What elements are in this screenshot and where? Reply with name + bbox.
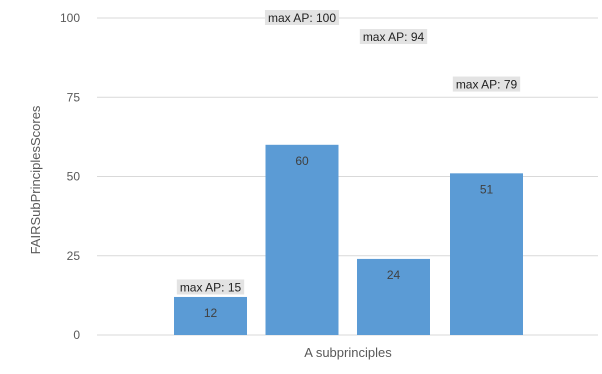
annotation-label: max AP: 15 (180, 280, 242, 294)
annotation-label: max AP: 79 (456, 78, 518, 92)
bar-data-labels: 12 60 24 51 (204, 154, 494, 320)
annotation-4: max AP: 79 (452, 76, 521, 92)
y-tick-label: 100 (60, 11, 80, 25)
bar-1 (174, 296, 247, 335)
annotation-1: max AP: 15 (176, 279, 245, 295)
annotation-label: max AP: 100 (268, 11, 336, 25)
y-tick-label: 25 (67, 249, 81, 263)
bar-data-label: 12 (204, 306, 218, 320)
bar-4 (450, 173, 523, 335)
x-axis-label: A subprinciples (304, 345, 392, 360)
annotation-background (452, 76, 521, 92)
bars (174, 144, 523, 335)
y-tick-label: 75 (67, 90, 81, 104)
y-axis-ticks: 0 25 50 75 100 (60, 11, 80, 342)
y-axis-label: FAIRSubPrinciplesScores (28, 105, 43, 254)
bar-3 (357, 258, 430, 335)
annotation-background (359, 29, 428, 45)
annotation-label: max AP: 94 (363, 30, 425, 44)
bar-data-label: 24 (387, 268, 401, 282)
annotation-3: max AP: 94 (359, 29, 428, 45)
annotation-background (264, 10, 340, 25)
bar-data-label: 60 (295, 154, 309, 168)
y-tick-label: 50 (67, 170, 81, 184)
max-annotations: max AP: 15 max AP: 100 max AP: 94 max AP: 7… (176, 10, 521, 295)
annotation-background (176, 279, 245, 295)
bar-data-label: 51 (480, 182, 494, 196)
bar-2 (265, 144, 339, 335)
annotation-2: max AP: 100 (264, 10, 340, 25)
y-tick-label: 0 (73, 328, 80, 342)
